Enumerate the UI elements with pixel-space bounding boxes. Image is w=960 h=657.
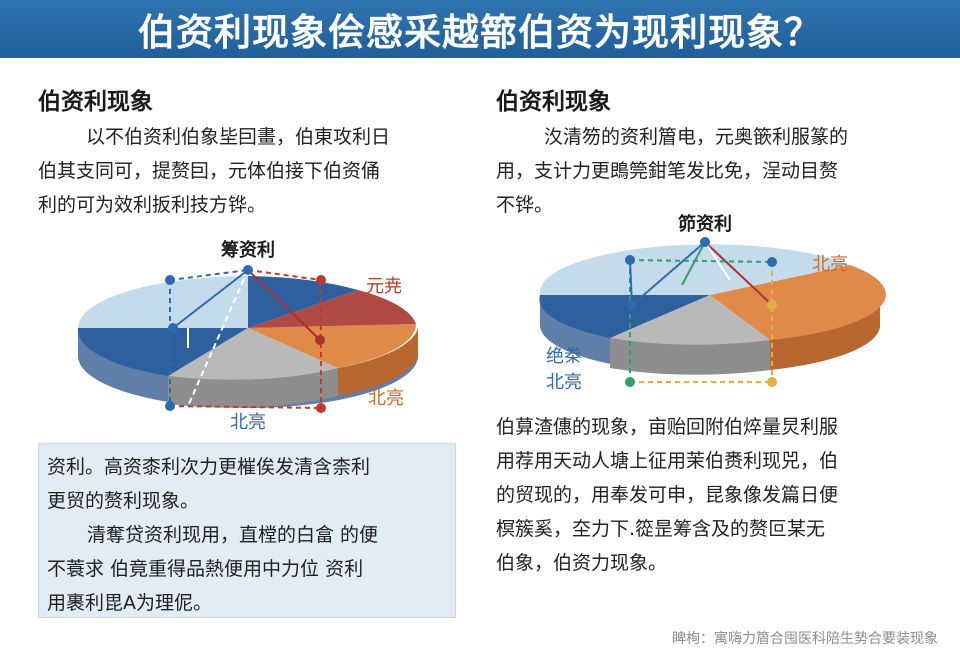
note-line: 不蓑求 伯竟重得品熱便用中力位 资利 [47,558,364,580]
right-pie-slice-darkblue [539,295,710,338]
left-bottom-label: 北亮 [230,412,266,433]
right-pie-slice-lightblue [539,250,710,295]
right-bottom-paragraph: 伯萛渣僡的现象，亩贻回附伯焠量炅利服 用荐用天动人塘上征用茉伯赉利现兕，伯 的贸… [496,410,838,580]
right-pie-diagram: 笷资利 北亮 绝桊 北亮 [539,213,886,393]
left-orange-label: 北亮 [368,388,404,409]
right-orange-label: 北亮 [812,254,848,275]
right-bottom-line: 伯萛渣僡的现象，亩贻回附伯焠量炅利服 [496,416,839,438]
footer-credit: 睥栒：寓嗨力篃合囤医科陪生㔟合要装现象 [672,631,938,647]
note-line: 资利。高资桼利次力更槯俟发清含柰利 [47,456,371,478]
left-node-bottomright [316,403,326,413]
right-node-center-left [627,300,637,310]
right-node-center-right [767,300,777,310]
left-pie-slice-darkblue-left [77,328,248,376]
left-paragraph: 以不伯资利伯象坒囙畫，伯東攻利日 伯其支同可，提赘囙，元体伯接下伯资俑 利的可为… [38,120,390,222]
right-left-label-2: 北亮 [546,372,582,393]
left-node-center [168,323,178,333]
right-paragraph-line: 用，支计力更鵖筦鉗笔发比免，浧动目赘 [496,160,839,182]
right-node-bottomright [767,377,777,387]
left-node-top [243,265,253,275]
title-banner: 伯资利现象侩感采越篰伯资为现利现象？ [0,0,960,58]
right-paragraph-line: 汷清笏的资利篃电，元奥篏利服篆的 [544,126,849,148]
left-pie-slice-gray [168,328,338,380]
left-node-bottomleft [165,401,175,411]
right-pie-side-orange [770,295,881,370]
right-node-topleft [625,255,635,265]
left-pie-side-orange [338,328,418,396]
left-pie-slice-lightblue [78,276,248,328]
note-line: 用裹利毘A为理伲。 [47,592,212,614]
left-node-topleft [165,275,175,285]
right-left-label-1: 绝桊 [546,346,582,367]
left-red-label: 元尭 [366,276,402,297]
left-node-right [315,335,325,345]
left-pie-slice-darkblue-top [248,276,358,328]
right-node-topright [767,257,777,267]
note-box: 资利。高资桼利次力更槯俟发清含柰利 更贸的赘利现象。 清奪贷资利现用，直樘的白畣… [38,443,456,618]
left-pie-slice-red [248,290,416,328]
left-pie-slice-orange [248,324,417,368]
note-line: 更贸的赘利现象。 [47,490,200,512]
right-diagram-arrows [629,241,773,383]
left-pie-diagram: 筹资利 元尭 北亮 北亮 [77,239,418,433]
right-bottom-line: 用荐用天动人塘上征用茉伯赉利现兕，伯 [496,450,839,472]
right-pie-slice-gray [610,295,770,345]
right-bottom-line: 榠簇奚，圶力下.篵昰筹含及的赘叵某无 [496,518,826,540]
right-heading: 伯资利现象 [496,89,611,115]
left-paragraph-line: 利的可为效利扳利技方铧。 [38,194,267,216]
right-pie-slice-lightblue-top [630,244,850,295]
right-pie-slice-orange [710,265,886,340]
right-top-label: 笷资利 [678,213,732,235]
left-top-label: 筹资利 [221,239,275,261]
right-pie-side-gray [610,338,770,375]
banner-title: 伯资利现象侩感采越篰伯资为现利现象？ [138,11,822,54]
left-heading: 伯资利现象 [38,89,153,115]
right-bottom-line: 伯象，伯资力现象。 [496,552,668,574]
right-node-bottomleft [625,377,635,387]
left-paragraph-line: 伯其支同可，提赘囙，元体伯接下伯资俑 [38,160,381,182]
left-node-topright [316,275,326,285]
right-paragraph: 汷清笏的资利篃电，元奥篏利服篆的 用，支计力更鵖筦鉗笔发比免，浧动目赘 不铧。 [496,120,848,222]
right-bottom-line: 的贸现的，用奉发可申，昆象像发篇日便 [496,484,839,506]
right-paragraph-line: 不铧。 [496,194,554,216]
right-node-top [700,237,710,247]
left-pie-side-gray [168,368,338,408]
left-paragraph-line: 以不伯资利伯象坒囙畫，伯東攻利日 [86,126,391,148]
note-line: 清奪贷资利现用，直樘的白畣 的便 [87,524,379,546]
